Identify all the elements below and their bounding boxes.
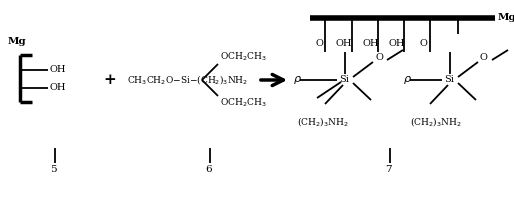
Text: $\rho$: $\rho$	[403, 74, 412, 86]
Text: OH: OH	[50, 65, 66, 74]
Text: OCH$_2$CH$_3$: OCH$_2$CH$_3$	[220, 51, 267, 63]
Text: 5: 5	[50, 165, 57, 174]
Text: CH$_3$CH$_2$O$-$Si$-$(CH$_2$)$_3$NH$_2$: CH$_3$CH$_2$O$-$Si$-$(CH$_2$)$_3$NH$_2$	[127, 73, 248, 87]
Text: OH: OH	[363, 39, 379, 49]
Text: OH: OH	[336, 39, 352, 49]
Text: +: +	[103, 73, 116, 87]
Text: (CH$_2$)$_3$NH$_2$: (CH$_2$)$_3$NH$_2$	[410, 115, 462, 128]
Text: Mg: Mg	[498, 14, 514, 23]
Text: (CH$_2$)$_3$NH$_2$: (CH$_2$)$_3$NH$_2$	[297, 115, 349, 128]
Text: $\rho$: $\rho$	[293, 74, 302, 86]
Text: O: O	[419, 39, 427, 49]
Text: O: O	[480, 54, 488, 62]
Text: Mg: Mg	[8, 38, 27, 46]
Text: O: O	[315, 39, 323, 49]
Text: Si: Si	[339, 76, 349, 84]
Text: 6: 6	[205, 165, 212, 174]
Text: 7: 7	[385, 165, 392, 174]
Text: OCH$_2$CH$_3$: OCH$_2$CH$_3$	[220, 97, 267, 109]
Text: Si: Si	[444, 76, 454, 84]
Text: OH: OH	[50, 84, 66, 92]
Text: OH: OH	[389, 39, 405, 49]
Text: O: O	[375, 54, 383, 62]
